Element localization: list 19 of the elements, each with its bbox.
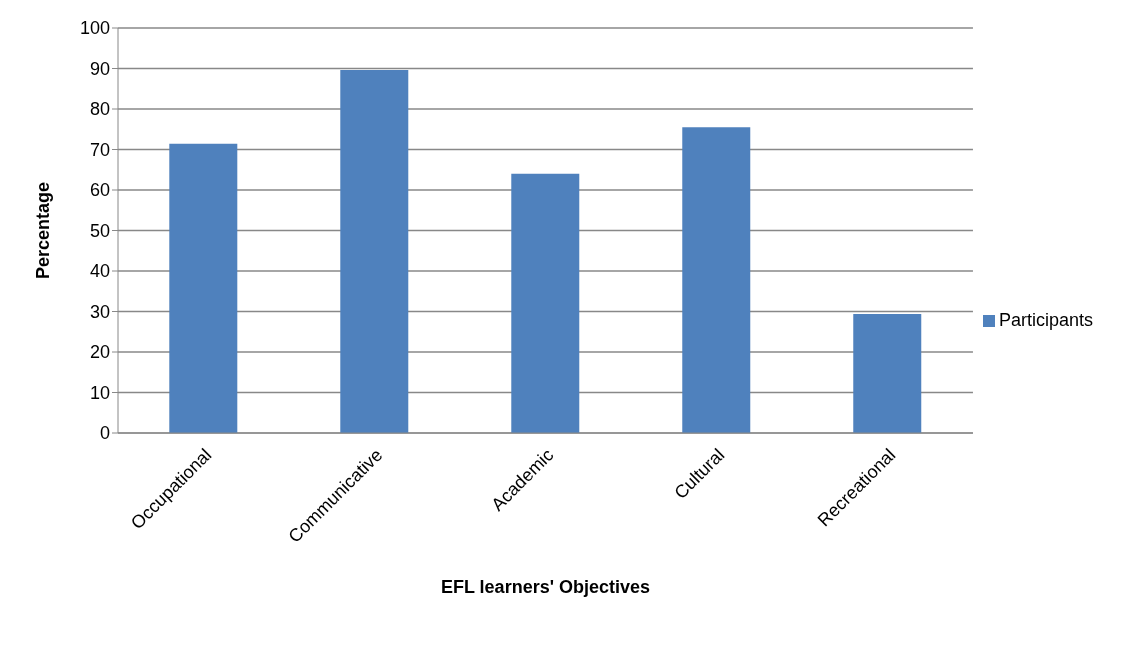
legend-label: Participants [998, 310, 1093, 330]
bar [340, 70, 409, 433]
y-tick-label: 80 [89, 99, 110, 120]
y-tick-label: 40 [89, 261, 110, 282]
bar [853, 313, 922, 433]
y-tick-label: 50 [89, 220, 110, 241]
bar [169, 143, 238, 433]
bar [511, 173, 580, 433]
y-tick-label: 100 [79, 18, 110, 39]
y-tick-label: 20 [89, 342, 110, 363]
bar [682, 127, 751, 433]
y-tick-label: 10 [89, 382, 110, 403]
y-tick-label: 60 [89, 180, 110, 201]
y-tick-label: 0 [99, 423, 110, 444]
y-tick-label: 70 [89, 139, 110, 160]
y-axis-title: Percentage [33, 181, 54, 280]
y-tick-label: 90 [89, 58, 110, 79]
y-tick-label: 30 [89, 301, 110, 322]
x-axis-title: EFL learners' Objectives [440, 577, 651, 597]
